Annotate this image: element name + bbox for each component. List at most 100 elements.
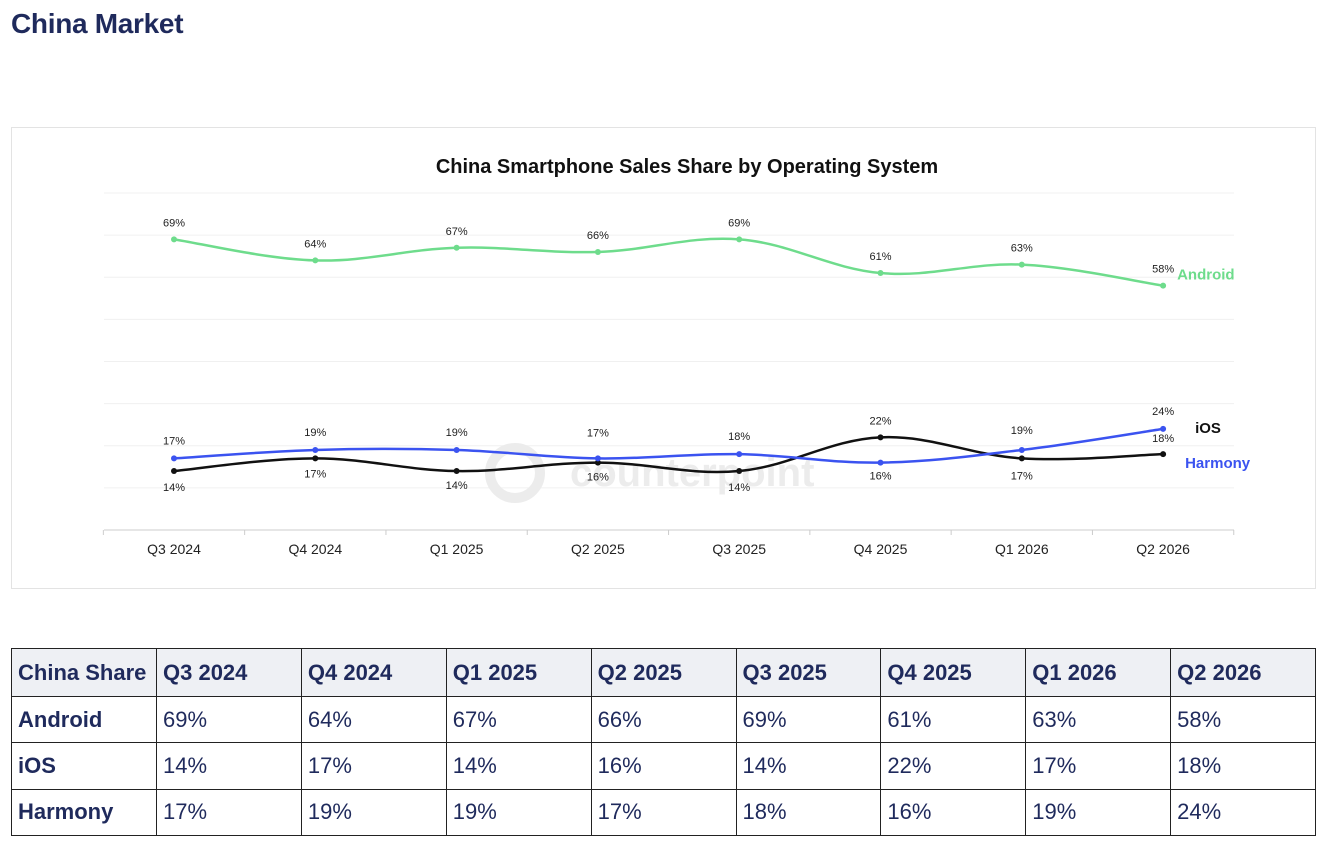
point-harmony	[1018, 446, 1025, 453]
point-android	[312, 257, 319, 264]
table-row: Android 69% 64% 67% 66% 69% 61% 63% 58%	[11, 695, 1316, 744]
data-label-harmony: 17%	[587, 427, 609, 439]
table-header-cell: Q4 2024	[300, 648, 447, 697]
table-row-label: Harmony	[11, 788, 157, 837]
table-header-cell: Q3 2024	[156, 648, 302, 697]
point-harmony	[736, 451, 743, 458]
point-harmony	[1160, 425, 1167, 432]
data-label-harmony: 17%	[163, 435, 185, 447]
point-ios	[312, 455, 319, 462]
table-cell: 61%	[880, 695, 1027, 744]
data-label-ios: 14%	[163, 482, 185, 494]
point-ios	[1160, 451, 1167, 458]
data-label-ios: 18%	[1152, 433, 1174, 445]
series-name-android: Android	[1177, 267, 1235, 284]
table-header-cell: Q2 2025	[590, 648, 737, 697]
table-cell: 16%	[880, 788, 1027, 837]
data-label-ios: 17%	[304, 468, 326, 480]
data-label-harmony: 19%	[1011, 425, 1033, 437]
table-row-label: Android	[11, 695, 157, 744]
line-chart: counterpoint 69%64%67% 66%69%61%63%58% And…	[102, 156, 1251, 557]
data-label-harmony: 18%	[728, 431, 750, 443]
series-line-ios	[173, 435, 1164, 474]
x-tick-label: Q3 2025	[712, 541, 766, 557]
x-tick-label: Q4 2025	[854, 541, 908, 557]
x-tick-label: Q2 2025	[571, 541, 625, 557]
point-ios	[171, 468, 177, 475]
table-cell: 63%	[1025, 695, 1172, 744]
table-cell: 58%	[1170, 695, 1316, 744]
table-cell: 17%	[1025, 742, 1172, 790]
data-label-android: 66%	[587, 230, 609, 242]
data-label-ios: 17%	[1011, 470, 1033, 482]
table-row-label: iOS	[11, 742, 157, 790]
data-label-ios: 14%	[446, 480, 468, 492]
point-ios	[594, 459, 601, 466]
x-tick-label: Q1 2026	[995, 541, 1049, 557]
point-ios	[736, 468, 743, 475]
table-cell: 24%	[1170, 788, 1316, 837]
point-harmony	[594, 455, 601, 462]
data-label-android: 67%	[446, 226, 468, 238]
data-label-harmony: 19%	[304, 427, 326, 439]
point-ios	[877, 434, 884, 441]
point-harmony	[453, 446, 460, 453]
data-label-android: 61%	[869, 251, 891, 263]
data-label-harmony: 24%	[1152, 406, 1174, 418]
table-header-cell: Q3 2025	[735, 648, 882, 697]
page-title: China Market	[11, 8, 184, 39]
table-cell: 14%	[735, 742, 882, 790]
data-label-android: 69%	[728, 217, 750, 229]
point-android	[736, 236, 743, 243]
table-cell: 18%	[1170, 742, 1316, 790]
table-header-cell: Q4 2025	[880, 648, 1027, 697]
table-cell: 69%	[156, 695, 302, 744]
watermark-logo-icon	[485, 443, 545, 503]
x-tick-label: Q1 2025	[430, 541, 484, 557]
table-header-cell: Q1 2025	[445, 648, 592, 697]
table-cell: 16%	[590, 742, 737, 790]
data-label-ios: 22%	[869, 415, 891, 427]
x-tick-label: Q3 2024	[147, 541, 201, 557]
data-label-android: 64%	[304, 238, 326, 250]
x-tick-label: Q4 2024	[288, 541, 342, 557]
series-line-harmony	[173, 427, 1164, 464]
series-line-android	[173, 237, 1164, 287]
table-cell: 66%	[590, 695, 737, 744]
point-harmony	[171, 455, 177, 462]
table-header-cell: Q1 2026	[1025, 648, 1172, 697]
point-android	[1018, 261, 1025, 268]
point-android	[453, 244, 460, 251]
table-cell: 17%	[156, 788, 302, 837]
table-header-cell: Q2 2026	[1170, 648, 1316, 697]
chart-card: counterpoint 69% 64% 67% 66% 69% 61% 63% 58% And…	[11, 127, 1316, 589]
point-harmony	[877, 459, 884, 466]
point-harmony	[312, 446, 319, 453]
point-android	[877, 270, 884, 277]
point-ios	[453, 468, 460, 475]
table-cell: 17%	[300, 742, 447, 790]
table-cell: 64%	[300, 695, 447, 744]
table-cell: 67%	[445, 695, 592, 744]
x-tick-label: Q2 2026	[1136, 541, 1190, 557]
point-ios	[1018, 455, 1025, 462]
table-cell: 22%	[880, 742, 1027, 790]
data-label-harmony: 19%	[446, 427, 468, 439]
chart-title: China Smartphone Sales Share by Operatin…	[436, 156, 938, 178]
series-name-ios: iOS	[1195, 420, 1221, 437]
table-cell: 17%	[590, 788, 737, 837]
point-android	[1160, 282, 1167, 289]
table-cell: 19%	[1025, 788, 1172, 837]
table-cell: 19%	[300, 788, 447, 837]
series-name-harmony: Harmony	[1185, 455, 1251, 472]
data-label-android: 69%	[163, 217, 185, 229]
data-label-harmony: 16%	[869, 471, 891, 483]
table-cell: 19%	[445, 788, 592, 837]
table-cell: 18%	[735, 788, 882, 837]
data-label-ios: 14%	[728, 482, 750, 494]
table-header-corner: China Share	[11, 648, 157, 697]
data-label-android: 58%	[1152, 264, 1174, 276]
share-table: China Share Q3 2024 Q4 2024 Q1 2025 Q2 2025 Q…	[11, 648, 1316, 837]
data-label-ios: 16%	[587, 472, 609, 484]
table-header-row: China Share Q3 2024 Q4 2024 Q1 2025 Q2 2025 Q…	[11, 648, 1316, 697]
